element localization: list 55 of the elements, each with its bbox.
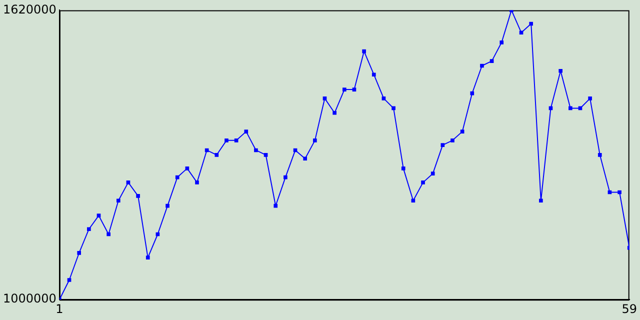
point bbox=[77, 251, 82, 255]
point bbox=[392, 106, 396, 110]
point bbox=[254, 148, 258, 152]
point bbox=[96, 214, 101, 218]
point bbox=[372, 72, 376, 77]
point bbox=[106, 232, 110, 236]
y-tick-label: 1620000 bbox=[2, 2, 56, 16]
point bbox=[214, 152, 219, 157]
x-tick-label: 1 bbox=[56, 302, 64, 316]
point bbox=[588, 96, 592, 100]
y-tick-label: 1000000 bbox=[2, 292, 56, 306]
point bbox=[519, 30, 524, 35]
point bbox=[480, 64, 484, 68]
point bbox=[539, 198, 543, 203]
point bbox=[195, 180, 199, 184]
point bbox=[274, 204, 278, 208]
point bbox=[146, 256, 150, 260]
x-tick-label: 59 bbox=[622, 302, 638, 316]
point bbox=[490, 59, 494, 63]
point bbox=[322, 96, 327, 100]
point bbox=[529, 22, 534, 26]
point bbox=[87, 227, 91, 232]
point bbox=[67, 278, 72, 282]
point bbox=[500, 40, 504, 44]
point bbox=[136, 194, 140, 198]
point bbox=[421, 180, 425, 184]
point bbox=[430, 172, 435, 176]
point bbox=[224, 138, 228, 142]
point bbox=[185, 166, 190, 170]
point bbox=[332, 110, 336, 115]
point bbox=[116, 198, 120, 203]
point bbox=[352, 88, 356, 92]
point bbox=[303, 156, 308, 161]
point bbox=[450, 138, 454, 142]
point bbox=[362, 49, 366, 54]
point bbox=[264, 152, 268, 157]
point bbox=[460, 130, 464, 134]
point bbox=[175, 175, 180, 180]
point bbox=[382, 96, 386, 100]
point bbox=[313, 138, 317, 142]
point bbox=[204, 148, 209, 152]
point bbox=[401, 166, 406, 170]
point bbox=[618, 190, 622, 194]
point bbox=[342, 88, 346, 92]
point bbox=[558, 68, 562, 73]
point bbox=[284, 175, 288, 180]
point bbox=[166, 204, 170, 208]
point bbox=[234, 138, 238, 142]
point bbox=[440, 143, 445, 148]
point bbox=[411, 198, 416, 203]
point bbox=[470, 91, 474, 96]
point bbox=[244, 130, 248, 134]
point bbox=[126, 180, 130, 184]
point bbox=[568, 106, 572, 110]
point bbox=[598, 152, 602, 157]
